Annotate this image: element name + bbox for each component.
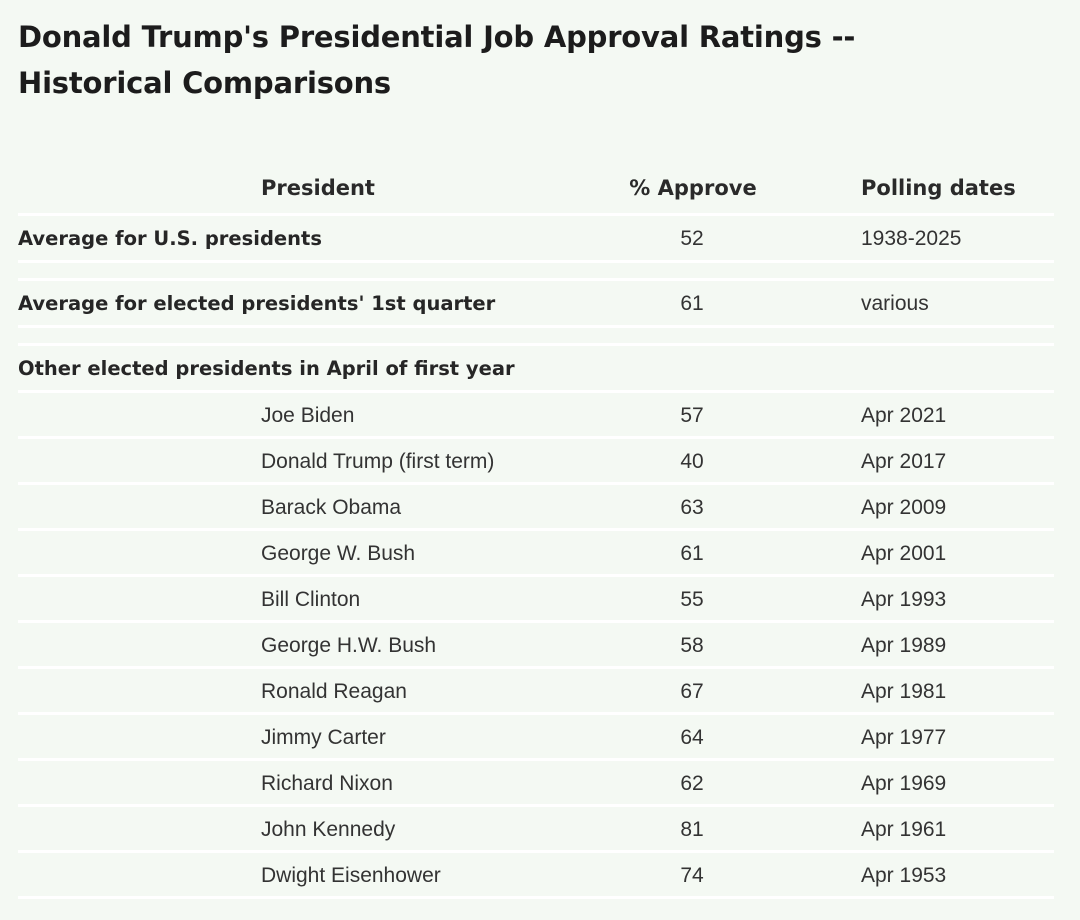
approval-table: President % Approve Polling dates Averag… [18, 164, 1054, 899]
summary-approve: 61 [680, 292, 704, 315]
polling-date: Apr 1953 [861, 864, 947, 887]
polling-date: Apr 2001 [861, 542, 947, 565]
approve-value: 67 [680, 680, 704, 703]
table-row: Dwight Eisenhower 74 Apr 1953 [18, 853, 1054, 899]
approve-value: 64 [680, 726, 704, 749]
approve-value: 81 [680, 818, 704, 841]
president-name: Joe Biden [261, 404, 355, 427]
approve-value: 55 [680, 588, 704, 611]
president-name: Jimmy Carter [261, 726, 386, 749]
president-name: Barack Obama [261, 496, 402, 519]
spacer-row [18, 263, 1054, 281]
header-president: President [261, 176, 375, 200]
summary-dates: 1938-2025 [861, 227, 962, 250]
summary-label: Average for U.S. presidents [18, 227, 322, 250]
table-row: Ronald Reagan 67 Apr 1981 [18, 669, 1054, 715]
president-name: Ronald Reagan [261, 680, 407, 703]
summary-row-first-quarter: Average for elected presidents' 1st quar… [18, 281, 1054, 328]
header-approve: % Approve [629, 176, 757, 200]
polling-date: Apr 1981 [861, 680, 947, 703]
polling-date: Apr 2009 [861, 496, 947, 519]
summary-approve: 52 [680, 227, 704, 250]
table-row: George H.W. Bush 58 Apr 1989 [18, 623, 1054, 669]
polling-date: Apr 1989 [861, 634, 947, 657]
summary-row-average: Average for U.S. presidents 52 1938-2025 [18, 216, 1054, 263]
president-name: Donald Trump (first term) [261, 450, 495, 473]
page-title: Donald Trump's Presidential Job Approval… [18, 20, 856, 100]
president-name: Dwight Eisenhower [261, 864, 441, 887]
polling-date: Apr 2021 [861, 404, 947, 427]
table-row: John Kennedy 81 Apr 1961 [18, 807, 1054, 853]
spacer-row [18, 328, 1054, 346]
polling-date: Apr 1969 [861, 772, 947, 795]
approve-value: 62 [680, 772, 704, 795]
header-polling-dates: Polling dates [861, 176, 1016, 200]
president-name: John Kennedy [261, 818, 396, 841]
summary-dates: various [861, 292, 929, 315]
president-name: George H.W. Bush [261, 634, 437, 657]
table-header-row: President % Approve Polling dates [18, 164, 1054, 216]
approve-value: 63 [680, 496, 704, 519]
section-row: Other elected presidents in April of fir… [18, 346, 1054, 393]
approve-value: 58 [680, 634, 704, 657]
polling-date: Apr 1977 [861, 726, 947, 749]
president-name: Richard Nixon [261, 772, 393, 795]
table-row: Bill Clinton 55 Apr 1993 [18, 577, 1054, 623]
president-name: George W. Bush [261, 542, 416, 565]
approve-value: 61 [680, 542, 704, 565]
approve-value: 40 [680, 450, 704, 473]
table-row: Joe Biden 57 Apr 2021 [18, 393, 1054, 439]
polling-date: Apr 2017 [861, 450, 947, 473]
table-row: Barack Obama 63 Apr 2009 [18, 485, 1054, 531]
table-row: Jimmy Carter 64 Apr 1977 [18, 715, 1054, 761]
president-name: Bill Clinton [261, 588, 361, 611]
polling-date: Apr 1961 [861, 818, 947, 841]
summary-label: Average for elected presidents' 1st quar… [18, 292, 496, 315]
president-rows: Joe Biden 57 Apr 2021 Donald Trump (first t… [18, 393, 1054, 899]
polling-date: Apr 1993 [861, 588, 947, 611]
table-row: Richard Nixon 62 Apr 1969 [18, 761, 1054, 807]
section-label: Other elected presidents in April of fir… [18, 357, 515, 380]
approve-value: 74 [680, 864, 704, 887]
approve-value: 57 [680, 404, 704, 427]
table-row: Donald Trump (first term) 40 Apr 2017 [18, 439, 1054, 485]
table-row: George W. Bush 61 Apr 2001 [18, 531, 1054, 577]
